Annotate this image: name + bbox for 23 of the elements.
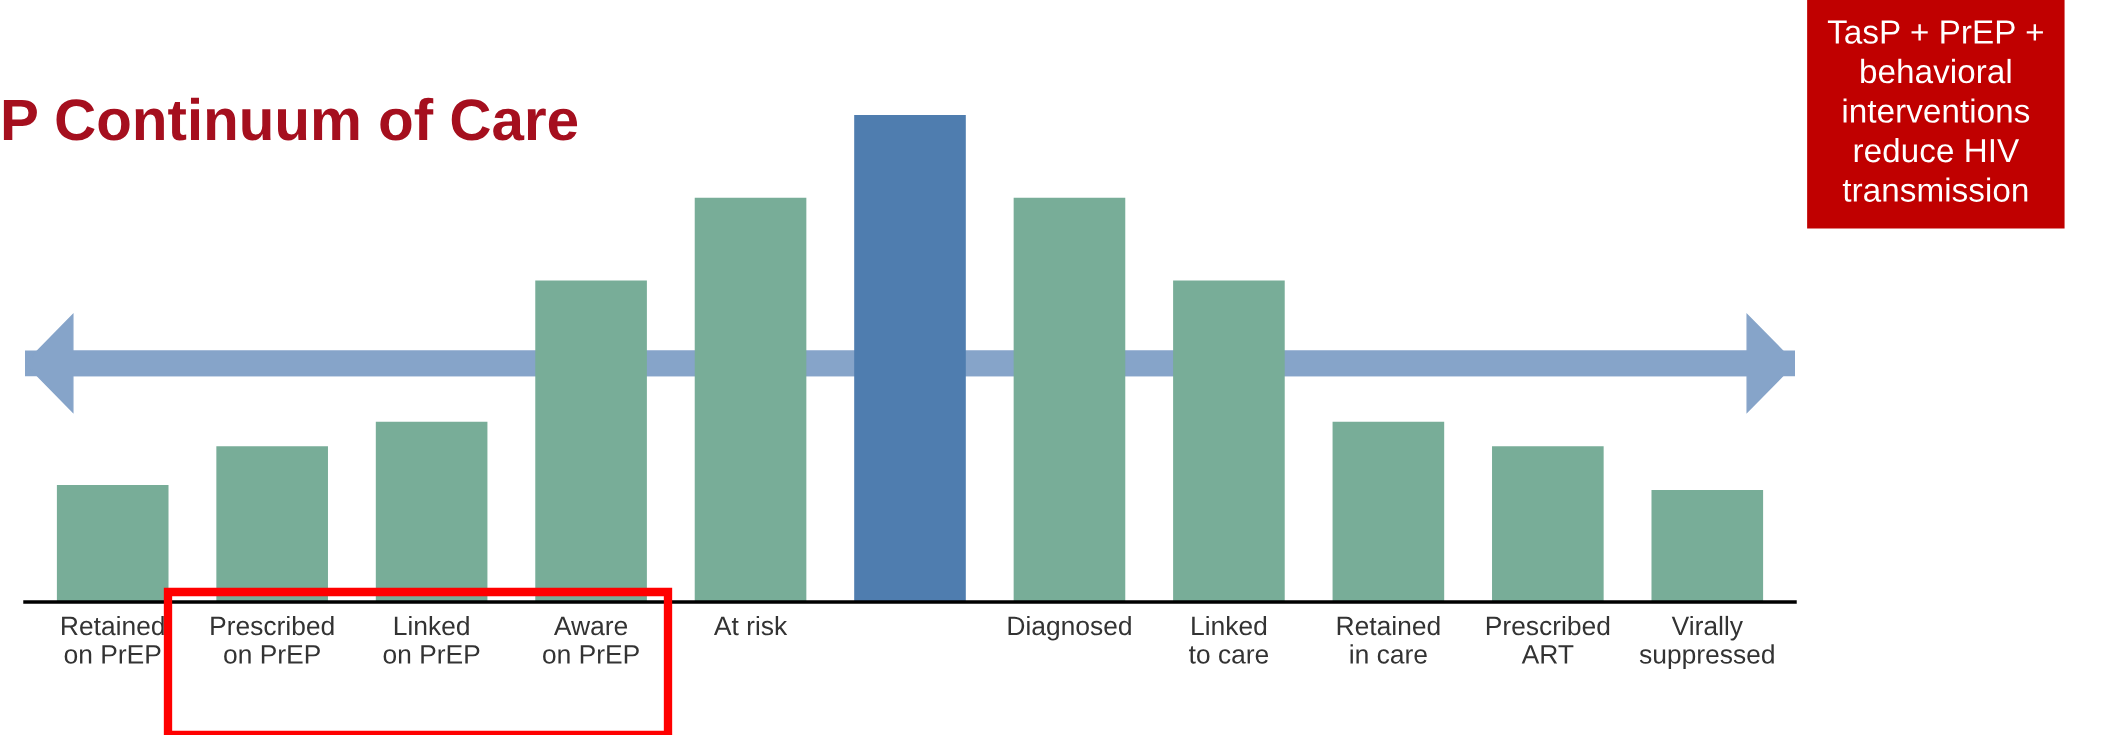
x-tick-label: Retained in care — [1337, 615, 1440, 664]
chart-title: P Continuum of Care — [3, 97, 578, 141]
bar — [1651, 489, 1764, 602]
bar — [535, 280, 647, 602]
bar — [375, 421, 488, 602]
x-tick-label: Retained on PrEP — [62, 615, 164, 664]
bar — [694, 197, 807, 602]
x-tick-label: Aware on PrEP — [543, 616, 639, 664]
bar — [216, 446, 328, 602]
bar — [854, 115, 966, 602]
x-tick-label: Linked on PrEP — [383, 615, 480, 664]
x-tick-label: Virally suppressed — [1639, 615, 1774, 669]
bar — [56, 485, 169, 602]
x-tick-label: Linked to care — [1188, 615, 1269, 664]
x-tick-label: Diagnosed — [1008, 615, 1131, 641]
bar — [1332, 421, 1445, 602]
text: TasP + PrEP + behavioral interventions reduce HIV transmission — [1827, 20, 2043, 202]
bar — [1173, 280, 1285, 602]
x-tick-label: At risk — [713, 615, 788, 636]
bar — [1013, 197, 1126, 602]
x-tick-label: Prescribed ART — [1486, 615, 1610, 664]
x-tick-label: Prescribed on PrEP — [211, 615, 334, 664]
bar — [1492, 446, 1604, 602]
